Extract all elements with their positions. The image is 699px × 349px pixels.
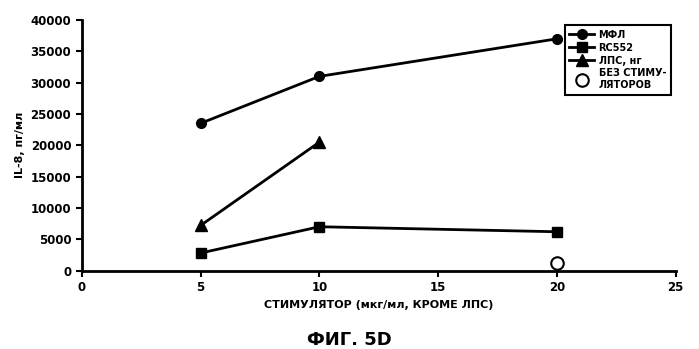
МФЛ (315, 74, 324, 79)
МФЛ (196, 121, 205, 126)
RC552 (315, 225, 324, 229)
Line: МФЛ: МФЛ (196, 34, 562, 128)
ЛПС, нг (315, 140, 324, 144)
Y-axis label: IL-8, пг/мл: IL-8, пг/мл (15, 112, 25, 178)
ЛПС, нг (196, 223, 205, 228)
RC552 (196, 251, 205, 255)
Text: ФИГ. 5D: ФИГ. 5D (307, 331, 392, 349)
RC552 (553, 230, 561, 234)
Line: ЛПС, нг: ЛПС, нг (195, 136, 325, 231)
X-axis label: СТИМУЛЯТОР (мкг/мл, КРОМЕ ЛПС): СТИМУЛЯТОР (мкг/мл, КРОМЕ ЛПС) (264, 299, 493, 310)
МФЛ (553, 37, 561, 41)
Legend: МФЛ, RC552, ЛПС, нг, БЕЗ СТИМУ-
ЛЯТОРОВ: МФЛ, RC552, ЛПС, нг, БЕЗ СТИМУ- ЛЯТОРОВ (565, 25, 671, 95)
Line: RC552: RC552 (196, 222, 562, 258)
